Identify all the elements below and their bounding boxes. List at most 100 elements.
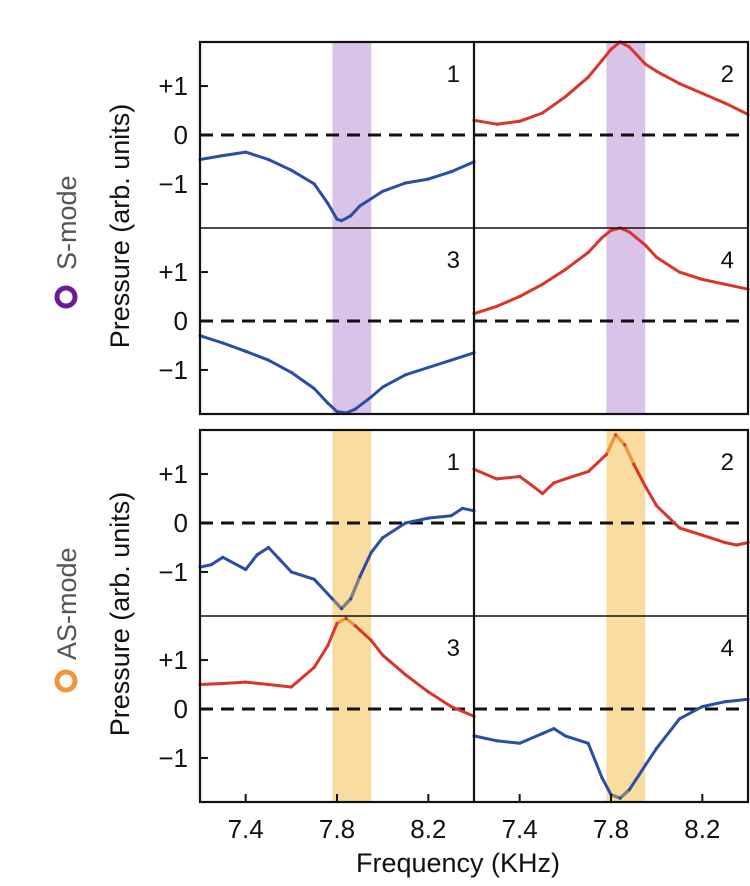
as-mode-panel-2-data-point bbox=[677, 526, 682, 530]
y-tick-label: −1 bbox=[158, 355, 188, 385]
x-tick-label: 8.2 bbox=[684, 814, 720, 844]
as-mode-panel-4-data-point bbox=[700, 704, 704, 709]
s-mode-panel-1-data-point bbox=[426, 177, 430, 181]
as-mode-panel-1-data-point bbox=[209, 563, 214, 567]
s-mode-panel-3-data-point bbox=[403, 373, 408, 377]
y-tick-label: −1 bbox=[158, 169, 188, 199]
as-mode-panel-4-data-point bbox=[655, 746, 659, 750]
as-mode-panel-1-data-point bbox=[221, 555, 225, 559]
as-mode-panel-2-data-point bbox=[723, 540, 727, 545]
x-tick-label: 8.2 bbox=[410, 814, 446, 844]
as-mode-panel-2-data-point bbox=[604, 452, 609, 457]
x-tick-label: 7.4 bbox=[502, 814, 538, 844]
y-axis-label-top: Pressure (arb. units) bbox=[105, 104, 135, 349]
y-tick-label: 0 bbox=[174, 306, 188, 336]
s-mode-panel-3-data-point bbox=[426, 365, 430, 370]
as-mode-panel-1-data-point bbox=[339, 607, 344, 611]
s-mode-panel-4-data-point bbox=[609, 228, 613, 233]
as-mode-panel-1-data-point bbox=[460, 506, 465, 510]
x-axis-label: Frequency (KHz) bbox=[356, 848, 560, 878]
s-mode-panel-3-data-point bbox=[353, 407, 357, 411]
s-mode-panel-1-data-point bbox=[403, 181, 408, 185]
as-mode-panel-1-data-point bbox=[449, 514, 453, 518]
y-tick-label: −1 bbox=[158, 557, 188, 587]
s-mode-panel-3-data-point bbox=[266, 358, 271, 362]
s-mode-panel-4-data-point bbox=[495, 304, 499, 308]
as-mode-panel-2-data-point bbox=[632, 462, 636, 466]
as-mode-panel-1-data-point bbox=[426, 516, 430, 520]
as-mode-panel-1-data-point bbox=[255, 553, 259, 557]
s-mode-panel-1-data-point bbox=[358, 204, 362, 208]
as-mode-panel-4-data-point bbox=[627, 788, 631, 792]
as-mode-panel-4-data-point bbox=[495, 739, 499, 743]
s-mode-panel-4-data-point bbox=[627, 230, 631, 234]
s-mode-panel-3-data-point bbox=[449, 358, 453, 362]
as-mode-panel-3-data-point bbox=[289, 685, 293, 689]
s-mode-panel-3-number: 3 bbox=[447, 247, 460, 274]
as-mode-panel-4-data-point bbox=[586, 741, 590, 745]
y-axis-label-bottom: Pressure (arb. units) bbox=[105, 492, 135, 737]
s-mode-panel-1-data-line bbox=[199, 150, 475, 223]
s-mode-panel-3-data-line bbox=[199, 334, 475, 415]
as-mode-panel-4-data-point bbox=[600, 775, 604, 780]
s-mode-panel-4-data-point bbox=[600, 236, 604, 240]
as-mode-panel-3-data-point bbox=[426, 690, 430, 694]
s-mode-panel-4-data-point bbox=[643, 243, 647, 247]
s-mode-panel-1-data-point bbox=[289, 168, 293, 172]
as-mode-panel-2-data-point bbox=[734, 543, 739, 547]
as-mode-panel-4-data-point bbox=[643, 763, 647, 767]
y-tick-label: +1 bbox=[158, 71, 188, 101]
as-mode-panel-2-data-point bbox=[586, 470, 590, 474]
s-mode-panel-1-data-point bbox=[449, 170, 453, 174]
as-mode-group-label: AS-mode bbox=[52, 547, 82, 693]
s-mode-panel-2-data-point bbox=[563, 95, 567, 99]
as-mode-panel-3-data-point bbox=[381, 653, 385, 657]
as-mode-panel-2-number: 2 bbox=[721, 449, 734, 476]
as-mode-panel-1-data-point bbox=[312, 577, 316, 581]
as-mode-panel-3-data-point bbox=[312, 665, 316, 669]
as-mode-panel-3-data-point bbox=[266, 682, 271, 687]
as-mode-panel-3-data-point bbox=[403, 673, 408, 677]
s-mode-panel-3-data-point bbox=[369, 395, 373, 399]
s-mode-panel-4-data-point bbox=[723, 282, 727, 286]
as-mode-panel-1-data-point bbox=[403, 521, 408, 525]
as-mode-panel-1-highlight-segment bbox=[331, 576, 362, 611]
as-mode-panel-2-data-point bbox=[529, 483, 533, 487]
as-mode-panel-1-data-point bbox=[349, 597, 353, 601]
s-mode-panel-3-data-point bbox=[381, 385, 385, 389]
s-mode-panel-1-data-point bbox=[326, 201, 330, 206]
y-tick-label: 0 bbox=[174, 508, 188, 538]
as-mode-panel-4-data-point bbox=[677, 717, 682, 721]
as-mode-panel-2-data-point bbox=[483, 472, 488, 476]
as-mode-panel-1-data-point bbox=[289, 570, 293, 574]
as-mode-panel-2-data-point bbox=[518, 474, 522, 479]
y-tick-label: 0 bbox=[174, 120, 188, 150]
as-mode-panel-2-data-point bbox=[563, 477, 567, 481]
s-mode-panel-4-number: 4 bbox=[721, 247, 734, 274]
s-mode-panel-3-data-point bbox=[244, 349, 248, 353]
y-tick-label: +1 bbox=[158, 459, 188, 489]
s-mode-panel-4-data-point bbox=[540, 282, 545, 286]
as-mode-panel-2-highlight-segment bbox=[604, 433, 636, 465]
s-mode-label: S-mode bbox=[52, 175, 82, 270]
s-mode-panel-2-data-point bbox=[723, 101, 727, 105]
s-mode-panel-1-data-point bbox=[221, 153, 225, 158]
as-mode-panel-1-data-point bbox=[358, 575, 362, 579]
s-mode-panel-2-number: 2 bbox=[721, 61, 734, 88]
as-mode-panel-2-data-point bbox=[643, 484, 647, 488]
as-mode-panel-2-data-point bbox=[495, 477, 499, 481]
s-mode-panel-4-data-point bbox=[677, 270, 682, 274]
as-mode-panel-2-data-point bbox=[613, 433, 618, 437]
s-mode-panel-2-data-point bbox=[655, 69, 659, 73]
as-mode-panel-4-data-point bbox=[518, 741, 522, 745]
s-mode-panel-3-data-point bbox=[289, 370, 293, 374]
zero-lines bbox=[200, 133, 748, 711]
s-mode-panel-2-data-point bbox=[643, 62, 647, 66]
as-mode-panel-3-data-point bbox=[335, 621, 339, 625]
as-mode-panel-1-data-point bbox=[278, 558, 282, 562]
highlight-bands bbox=[332, 42, 646, 802]
as-mode-panel-4-data-point bbox=[552, 726, 556, 731]
s-mode-panel-1-number: 1 bbox=[447, 61, 460, 88]
s-mode-panel-4-data-point bbox=[700, 277, 704, 281]
s-mode-panel-2-data-point bbox=[495, 122, 499, 126]
